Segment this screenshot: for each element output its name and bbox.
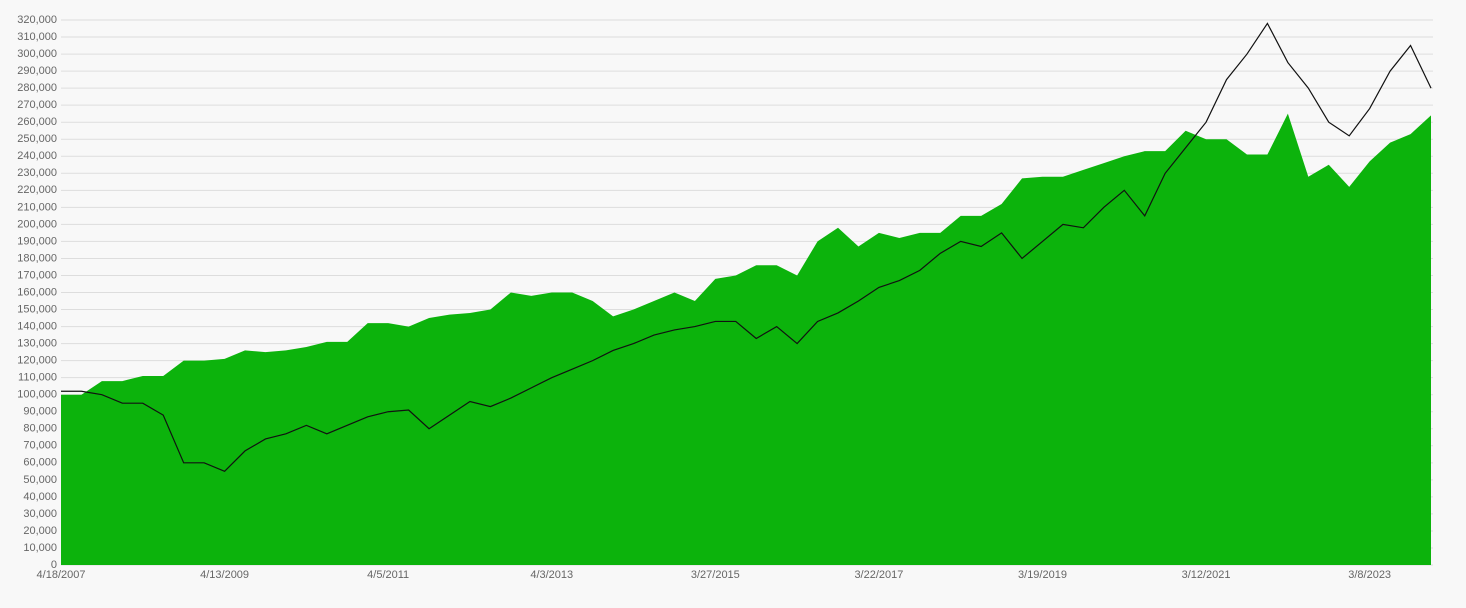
y-tick-label: 70,000 [23, 440, 57, 452]
y-tick-label: 60,000 [23, 457, 57, 469]
x-tick-label: 4/13/2009 [200, 569, 249, 581]
y-tick-label: 110,000 [18, 372, 57, 384]
y-tick-label: 290,000 [17, 65, 57, 77]
y-tick-label: 40,000 [23, 491, 57, 503]
y-tick-label: 240,000 [17, 150, 57, 162]
x-tick-label: 3/19/2019 [1018, 569, 1067, 581]
x-tick-label: 3/27/2015 [691, 569, 740, 581]
y-tick-label: 320,000 [17, 14, 57, 26]
y-tick-label: 210,000 [17, 201, 57, 213]
y-tick-label: 200,000 [17, 218, 57, 230]
y-tick-label: 280,000 [17, 82, 57, 94]
x-tick-label: 4/3/2013 [530, 569, 573, 581]
y-tick-label: 10,000 [23, 542, 57, 554]
y-tick-label: 310,000 [17, 31, 57, 43]
x-tick-label: 3/8/2023 [1348, 569, 1391, 581]
y-tick-label: 220,000 [17, 184, 57, 196]
y-tick-label: 30,000 [23, 508, 57, 520]
x-tick-label: 3/12/2021 [1182, 569, 1231, 581]
x-tick-label: 3/22/2017 [854, 569, 903, 581]
y-tick-label: 80,000 [23, 423, 57, 435]
y-tick-label: 20,000 [23, 525, 57, 537]
x-tick-label: 4/18/2007 [37, 569, 86, 581]
y-tick-label: 160,000 [17, 286, 57, 298]
y-tick-label: 270,000 [17, 99, 57, 111]
y-tick-label: 260,000 [17, 116, 57, 128]
y-tick-label: 50,000 [23, 474, 57, 486]
benchmark-line [61, 22, 1432, 473]
y-tick-label: 150,000 [17, 303, 57, 315]
y-tick-label: 0 [51, 559, 57, 571]
equity-area [61, 113, 1431, 565]
y-tick-label: 140,000 [17, 320, 57, 332]
y-tick-label: 170,000 [17, 269, 57, 281]
y-tick-label: 230,000 [17, 167, 57, 179]
y-tick-label: 90,000 [23, 406, 57, 418]
y-tick-label: 190,000 [17, 235, 57, 247]
x-tick-label: 4/5/2011 [367, 569, 409, 581]
y-tick-label: 100,000 [17, 389, 57, 401]
y-tick-label: 300,000 [17, 48, 57, 60]
y-tick-label: 130,000 [17, 338, 57, 350]
y-tick-label: 250,000 [17, 133, 57, 145]
y-tick-label: 120,000 [17, 355, 57, 367]
y-tick-label: 180,000 [17, 252, 57, 264]
